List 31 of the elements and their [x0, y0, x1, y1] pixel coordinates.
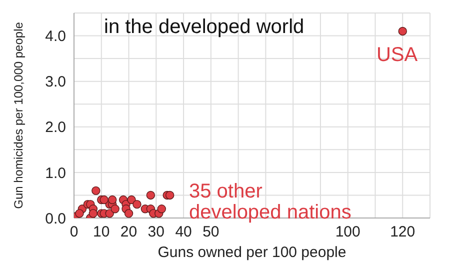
point — [165, 190, 174, 200]
x-tick-label: 0 — [70, 224, 78, 241]
x-axis-title: Guns owned per 100 people — [158, 244, 346, 261]
point — [88, 209, 98, 218]
x-tick-label: 20 — [120, 224, 138, 241]
x-tick-label: 100 — [335, 224, 360, 241]
annotation: USA — [376, 44, 418, 66]
point — [110, 204, 120, 214]
y-tick-label: 2.0 — [45, 119, 66, 136]
x-tick-label: 120 — [390, 224, 416, 241]
point — [132, 200, 142, 209]
point — [157, 204, 166, 214]
point — [124, 209, 134, 218]
x-tick-label: 30 — [148, 224, 164, 241]
x-tick-label: 50 — [202, 224, 220, 241]
point — [108, 195, 117, 204]
point — [127, 195, 136, 204]
chart-title: in the developed world — [104, 16, 304, 38]
y-tick-label: 3.0 — [45, 74, 66, 91]
point — [146, 190, 156, 200]
point — [100, 195, 108, 204]
y-axis-title: Gun homicides per 100,000 people — [11, 22, 26, 209]
x-tick-label: 40 — [175, 224, 192, 241]
point — [92, 186, 100, 196]
point — [398, 26, 407, 36]
point — [75, 209, 84, 218]
x-tick-label: 10 — [93, 224, 110, 241]
annotation: 35 other developed nations — [189, 180, 352, 224]
y-tick-label: 0.0 — [45, 210, 66, 228]
y-tick-label: 1.0 — [45, 164, 66, 182]
y-tick-label: 4.0 — [45, 28, 66, 46]
